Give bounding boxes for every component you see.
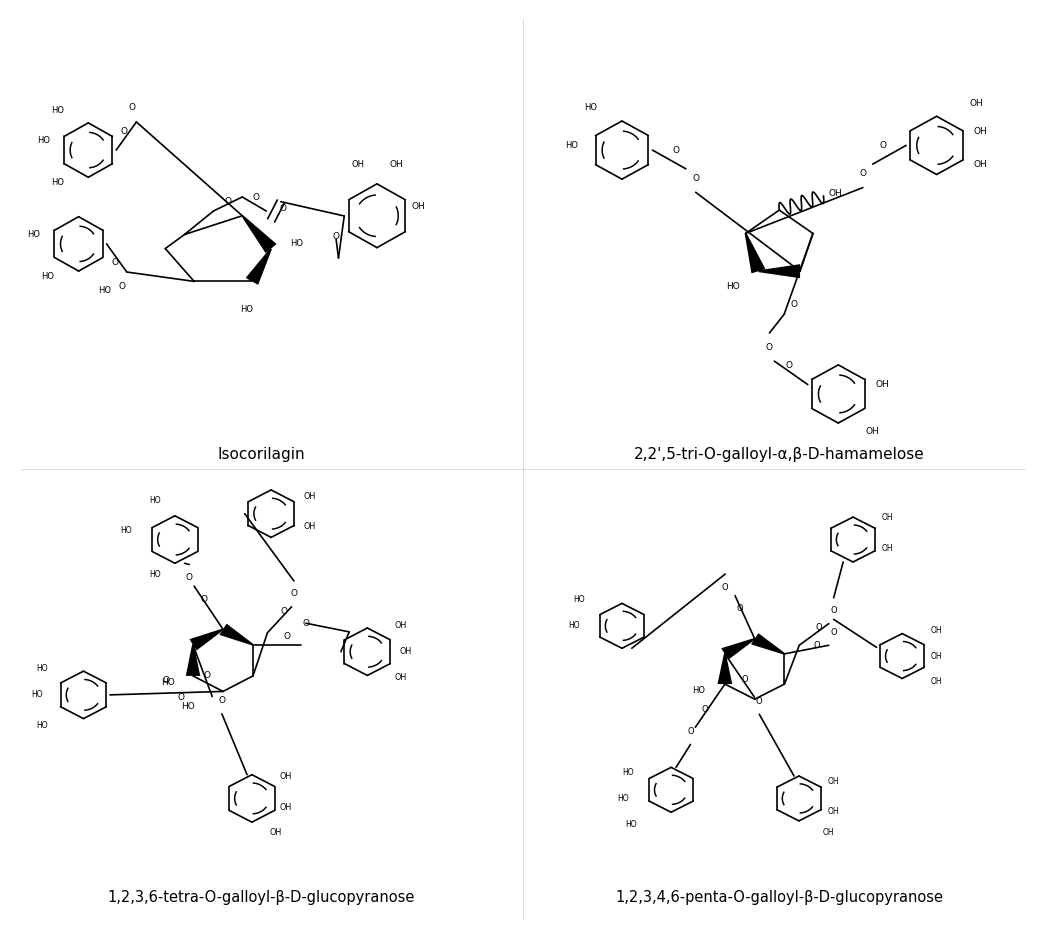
Text: O: O [252,193,259,203]
Polygon shape [758,265,800,279]
Text: O: O [118,281,126,291]
Text: O: O [291,589,297,598]
Text: HO: HO [241,305,253,314]
Text: OH: OH [303,492,316,501]
Text: 1,2,3,6-tetra-O-galloyl-β-D-glucopyranose: 1,2,3,6-tetra-O-galloyl-β-D-glucopyranos… [108,890,415,905]
Polygon shape [751,633,784,655]
Text: OH: OH [400,647,412,657]
Text: O: O [756,697,763,705]
Text: OH: OH [827,807,839,816]
Text: OH: OH [270,828,282,838]
Text: O: O [204,671,211,679]
Text: HO: HO [42,272,54,281]
Text: OH: OH [828,189,843,198]
Text: HO: HO [291,239,303,249]
Text: HO: HO [36,664,47,673]
Text: OH: OH [411,202,425,211]
Polygon shape [242,215,276,253]
Text: O: O [791,300,797,310]
Text: O: O [831,606,837,615]
Text: HO: HO [149,569,160,579]
Text: OH: OH [866,427,880,436]
Text: OH: OH [974,127,987,136]
Text: OH: OH [876,380,889,389]
Text: HO: HO [98,286,111,295]
Text: HO: HO [51,178,64,188]
Text: O: O [163,675,169,685]
Text: O: O [200,595,207,603]
Text: HO: HO [37,136,50,145]
Polygon shape [220,624,253,645]
Text: HO: HO [120,526,132,536]
Text: HO: HO [622,768,634,777]
Polygon shape [721,638,755,659]
Text: O: O [742,675,748,684]
Text: HO: HO [618,794,630,803]
Text: HO: HO [31,690,43,700]
Text: HO: HO [626,820,637,829]
Text: OH: OH [882,513,893,522]
Text: OH: OH [931,677,942,687]
Text: HO: HO [149,496,160,506]
Text: O: O [786,361,793,371]
Polygon shape [189,628,224,650]
Text: O: O [860,169,866,178]
Text: O: O [722,582,728,592]
Text: O: O [333,233,340,241]
Text: OH: OH [351,159,364,169]
Text: OH: OH [389,159,403,169]
Text: HO: HO [565,141,577,150]
Polygon shape [718,654,732,684]
Text: O: O [673,145,680,155]
Text: HO: HO [36,720,47,730]
Text: O: O [736,604,744,613]
Text: O: O [111,258,118,267]
Text: Isocorilagin: Isocorilagin [218,447,305,462]
Text: O: O [224,197,231,206]
Text: O: O [283,631,290,641]
Text: OH: OH [395,621,407,630]
Text: OH: OH [931,652,942,660]
Text: OH: OH [969,98,983,108]
Text: O: O [692,174,699,183]
Text: O: O [879,141,886,150]
Text: OH: OH [931,626,942,635]
Text: O: O [178,693,184,702]
Text: OH: OH [974,159,987,169]
Text: 2,2',5-tri-O-galloyl-α,β-D-hamamelose: 2,2',5-tri-O-galloyl-α,β-D-hamamelose [634,447,925,462]
Text: O: O [280,607,288,615]
Text: HO: HO [161,678,175,688]
Text: O: O [121,127,128,136]
Text: O: O [279,204,287,213]
Text: 1,2,3,4,6-penta-O-galloyl-β-D-glucopyranose: 1,2,3,4,6-penta-O-galloyl-β-D-glucopyran… [615,890,943,905]
Text: HO: HO [726,281,740,291]
Text: OH: OH [822,828,835,838]
Text: O: O [702,705,708,715]
Text: OH: OH [279,803,292,811]
Text: OH: OH [827,777,839,786]
Text: O: O [831,628,837,637]
Text: HO: HO [573,596,585,604]
Text: O: O [813,641,820,650]
Text: O: O [219,696,225,705]
Polygon shape [745,234,766,273]
Text: OH: OH [303,522,316,531]
Text: HO: HO [585,103,597,113]
Text: HO: HO [51,106,64,114]
Text: O: O [186,573,192,582]
Text: OH: OH [279,772,292,781]
Polygon shape [186,644,200,676]
Text: OH: OH [882,544,893,552]
Text: O: O [128,103,135,113]
Text: HO: HO [181,702,195,711]
Text: HO: HO [692,686,705,695]
Text: O: O [687,727,693,736]
Text: HO: HO [27,230,40,239]
Polygon shape [246,249,272,285]
Text: HO: HO [569,621,581,630]
Text: O: O [816,624,822,632]
Text: O: O [766,342,773,352]
Text: OH: OH [395,673,407,682]
Text: O: O [302,619,310,628]
